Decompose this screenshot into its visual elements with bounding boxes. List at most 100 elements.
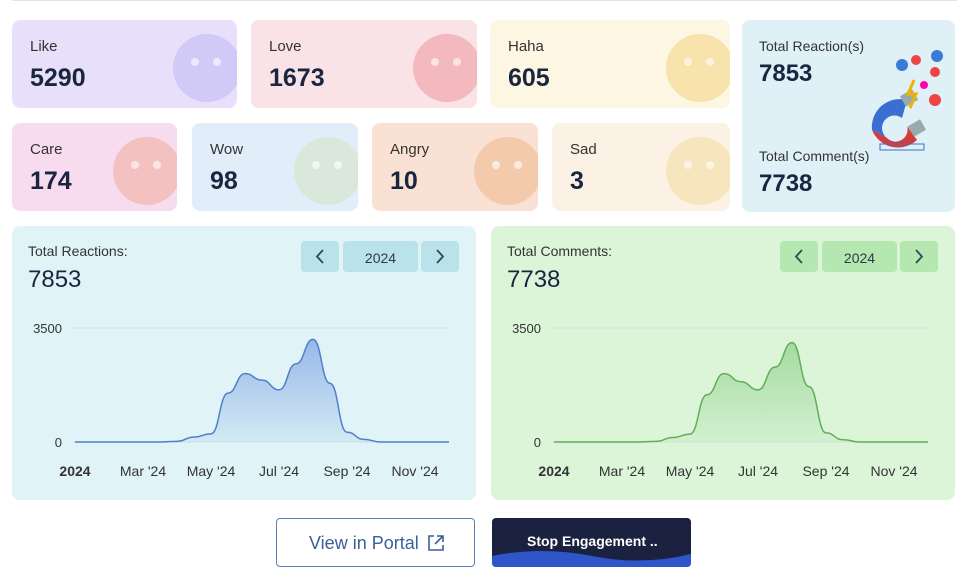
emoji-icon [113, 137, 177, 205]
reaction-card: Love 1673 [251, 20, 477, 108]
area-line [553, 341, 928, 443]
year-label: 2024 [844, 250, 875, 266]
emoji-eye [706, 161, 714, 169]
emoji-eye [453, 58, 461, 66]
next-arrow [436, 249, 445, 264]
emoji-face [413, 34, 477, 102]
card-value: 98 [210, 167, 238, 195]
x-tick-label: Mar '24 [120, 463, 166, 479]
card-value: 10 [390, 167, 418, 195]
value: 7853 [759, 60, 813, 87]
chart-total: 7738 [507, 266, 560, 293]
emoji-eye [684, 58, 692, 66]
card-label: Wow [210, 141, 244, 158]
chart-title: Total Reactions: [28, 243, 128, 259]
emoji-eye [334, 161, 342, 169]
emoji-face [173, 34, 237, 102]
year-box [822, 241, 897, 272]
x-tick-label: Mar '24 [599, 463, 645, 479]
area-line [74, 338, 449, 443]
card-label: Like [30, 38, 58, 55]
emoji-eye [514, 161, 522, 169]
next-button[interactable] [900, 241, 938, 272]
x-tick-label: Nov '24 [870, 463, 917, 479]
card-value: 5290 [30, 64, 86, 92]
label: Total Reaction(s) [759, 38, 865, 54]
prev-arrow [315, 249, 324, 264]
prev-button[interactable] [780, 241, 818, 272]
x-tick-label: 2024 [538, 463, 569, 479]
chart-total: 7853 [28, 266, 81, 293]
card-value: 605 [508, 64, 550, 92]
prev-arrow [794, 249, 803, 264]
x-tick-label: Sep '24 [802, 463, 849, 479]
card-value: 1673 [269, 64, 325, 92]
comments-panel: Total Comments: 7738 2024 0 3500 2024 Mar '24 M… [491, 226, 955, 500]
area-fill [75, 339, 449, 442]
x-tick-label: 2024 [59, 463, 90, 479]
x-tick-label: Nov '24 [391, 463, 438, 479]
year-box [343, 241, 418, 272]
reactions-panel: Total Reactions: 7853 2024 0 3500 2024 Mar '24… [12, 226, 476, 500]
emoji-eye [312, 161, 320, 169]
emoji-face [666, 34, 730, 102]
label: Total Comment(s) [759, 148, 870, 164]
emoji-eye [706, 58, 714, 66]
emoji-face [666, 137, 730, 205]
reaction-card: Haha 605 [490, 20, 730, 108]
magnet-icon [871, 50, 943, 151]
next-arrow [915, 249, 924, 264]
y-tick-label: 3500 [33, 321, 62, 336]
emoji-icon [173, 34, 237, 102]
chart: Total Reactions: 7853 2024 0 3500 2024 Mar '24… [28, 241, 459, 479]
emoji-eye [131, 161, 139, 169]
reaction-card: Angry 10 [372, 123, 538, 211]
emoji-eye [153, 161, 161, 169]
value: 7738 [759, 170, 813, 197]
card-label: Love [269, 38, 302, 55]
x-tick-label: May '24 [666, 463, 715, 479]
card-label: Sad [570, 141, 597, 158]
reaction-card: Like 5290 [12, 20, 237, 108]
emoji-face [294, 137, 358, 205]
emoji-face [113, 137, 177, 205]
button-label: View in Portal [309, 533, 419, 553]
emoji-eye [431, 58, 439, 66]
chart: Total Comments: 7738 2024 0 3500 2024 Mar '24 M… [507, 241, 938, 479]
emoji-eye [684, 161, 692, 169]
emoji-icon [413, 34, 477, 102]
x-tick-label: Jul '24 [259, 463, 299, 479]
x-tick-label: Jul '24 [738, 463, 778, 479]
prev-button[interactable] [301, 241, 339, 272]
next-button[interactable] [421, 241, 459, 272]
emoji-eye [191, 58, 199, 66]
emoji-eye [492, 161, 500, 169]
card-label: Angry [390, 141, 430, 158]
button-label: Stop Engagement .. [527, 533, 658, 549]
emoji-eye [213, 58, 221, 66]
area-fill [554, 342, 928, 442]
reaction-card: Care 174 [12, 123, 177, 211]
stop-engagement-button[interactable]: Stop Engagement .. [492, 518, 691, 567]
emoji-icon [666, 137, 730, 205]
external-icon [428, 535, 444, 551]
wave [492, 551, 691, 567]
view-portal-button[interactable]: View in Portal [276, 518, 475, 567]
x-tick-label: May '24 [187, 463, 236, 479]
chart-title: Total Comments: [507, 243, 612, 259]
card-value: 174 [30, 167, 72, 195]
reaction-card: Sad 3 [552, 123, 730, 211]
summary-card: Total Reaction(s) 7853 Total Comment(s) … [742, 20, 955, 212]
emoji-icon [666, 34, 730, 102]
card-label: Care [30, 141, 63, 158]
emoji-icon [294, 137, 358, 205]
emoji-face [474, 137, 538, 205]
reaction-card: Wow 98 [192, 123, 358, 211]
y-tick-label: 3500 [512, 321, 541, 336]
card-label: Haha [508, 38, 544, 55]
year-label: 2024 [365, 250, 396, 266]
card-value: 3 [570, 167, 584, 195]
divider [12, 0, 957, 1]
x-tick-label: Sep '24 [323, 463, 370, 479]
